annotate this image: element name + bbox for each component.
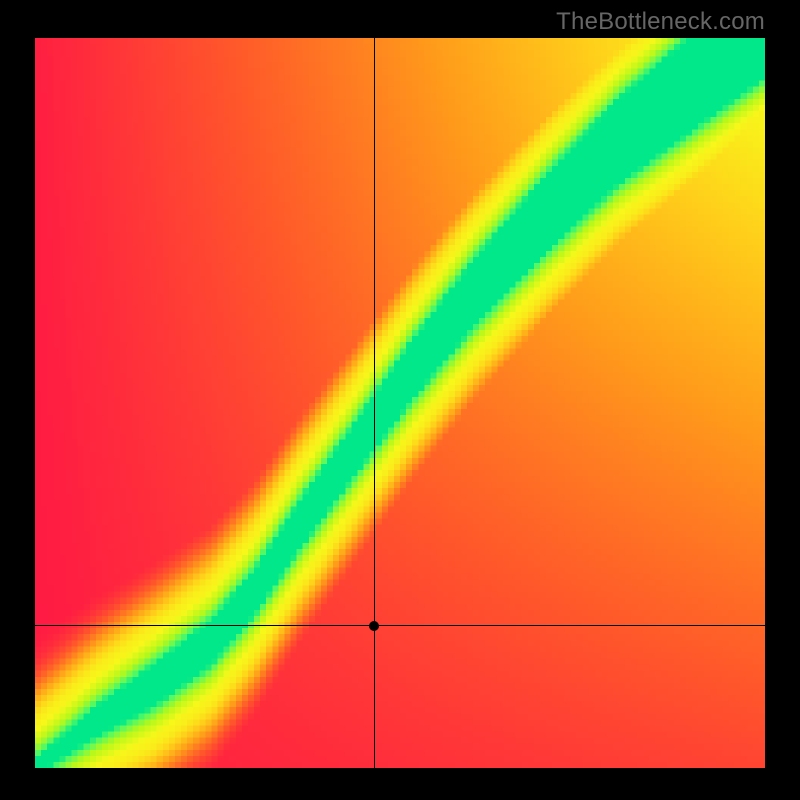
chart-container: TheBottleneck.com (0, 0, 800, 800)
crosshair-horizontal (35, 625, 765, 626)
bottleneck-heatmap (35, 38, 765, 768)
crosshair-vertical (374, 38, 375, 768)
watermark-text: TheBottleneck.com (556, 8, 765, 36)
